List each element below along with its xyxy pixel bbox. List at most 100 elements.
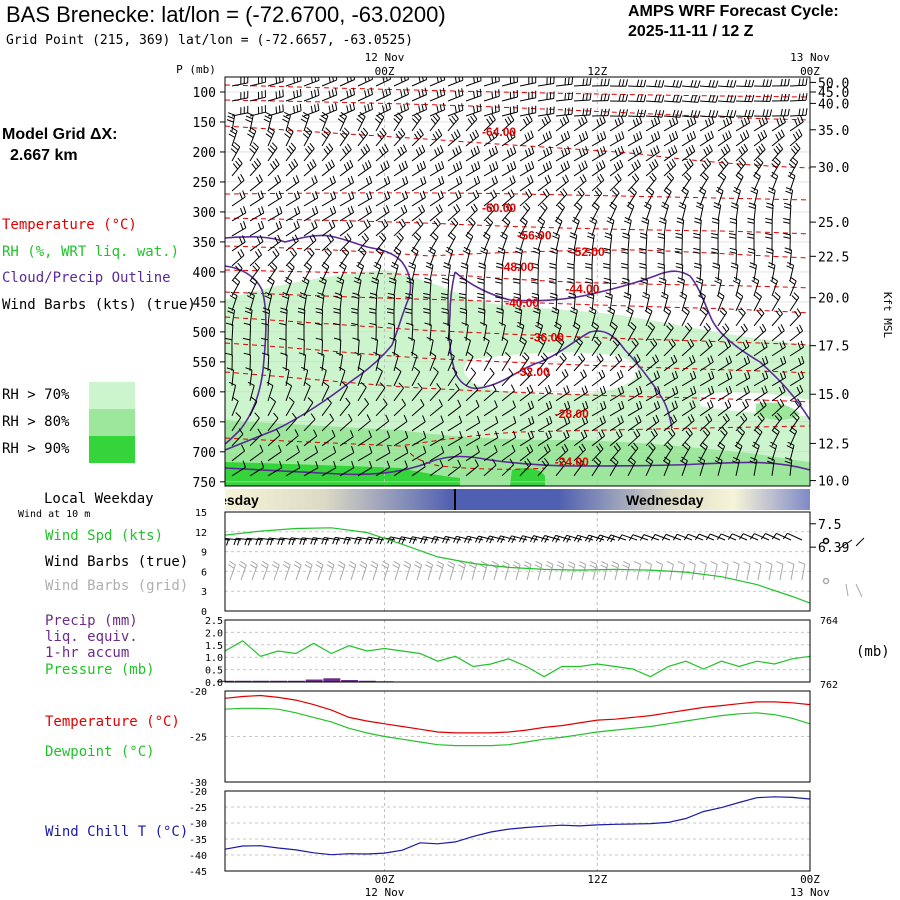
upper-wind-barb-flag (731, 262, 739, 266)
surface-barb-grid-flag (556, 564, 564, 569)
upper-wind-barb-flag (329, 233, 335, 241)
surface-barb-true-flag (288, 537, 292, 545)
surface-barb-grid-flag (578, 564, 586, 569)
surface-barb-grid (438, 564, 444, 581)
upper-wind-barb-flag (282, 292, 290, 296)
upper-wind-barb (717, 295, 725, 312)
upper-wind-barb-flag (777, 307, 783, 315)
upper-wind-barb-flag (386, 460, 391, 468)
surface-barb-true-flag (354, 537, 358, 544)
bottom-date-label: 12 Nov (365, 886, 405, 899)
surface-barb-grid (625, 564, 631, 581)
upper-wind-barb-flag (726, 372, 730, 380)
upper-wind-barb-flag (402, 144, 407, 152)
upper-wind-barb-flag (519, 220, 527, 226)
upper-wind-barb-flag (623, 295, 631, 300)
upper-wind-barb-flag (589, 306, 597, 311)
upper-wind-barb (555, 152, 571, 162)
upper-wind-barb-flag (297, 307, 305, 311)
upper-wind-barb-flag (568, 292, 576, 296)
upper-wind-barb-flag (563, 443, 569, 451)
upper-wind-barb (231, 433, 244, 447)
upper-wind-barb-flag (596, 187, 603, 194)
rh90-patch (510, 468, 545, 486)
upper-wind-barb (375, 452, 391, 462)
upper-wind-barb (393, 279, 397, 296)
cloud-outlines (225, 234, 810, 476)
bottom-date-label: 13 Nov (790, 886, 830, 899)
upper-wind-barb-flag (711, 233, 719, 236)
upper-wind-barb (447, 118, 459, 132)
upper-wind-barb (267, 147, 278, 162)
upper-wind-barb-flag (472, 191, 477, 199)
upper-wind-barb-flag (632, 119, 637, 127)
upper-wind-barb (735, 391, 750, 402)
upper-wind-barb-flag (589, 107, 592, 116)
upper-wind-barb (429, 94, 445, 102)
legend-precip-accum: 1-hr accum (45, 645, 130, 661)
upper-wind-barb (303, 402, 314, 417)
surface-barb-true-flag (453, 536, 457, 543)
upper-wind-barb-flag (257, 248, 263, 256)
upper-wind-barb-flag (654, 117, 658, 125)
upper-wind-barb-flag (761, 342, 765, 349)
upper-wind-barb-flag (652, 338, 658, 345)
upper-wind-barb (357, 355, 362, 371)
upper-wind-barb-flag (559, 119, 564, 126)
upper-wind-barb-flag (615, 134, 619, 142)
upper-wind-barb-flag (699, 291, 706, 297)
upper-wind-barb-flag (545, 132, 550, 140)
upper-wind-barb-flag (318, 280, 326, 285)
upper-wind-barb (753, 176, 761, 192)
upper-wind-barb-flag (232, 163, 239, 170)
upper-wind-barb-flag (778, 143, 784, 150)
surface-barb-grid (262, 564, 269, 581)
upper-wind-barb-flag (791, 295, 798, 301)
upper-wind-barb-flag (534, 235, 542, 240)
upper-wind-barb (501, 81, 518, 87)
upper-wind-barb-flag (596, 149, 601, 157)
upper-wind-barb-flag (654, 79, 658, 87)
upper-wind-barb-flag (759, 401, 764, 408)
upper-wind-barb-flag (767, 265, 775, 270)
upper-wind-barb-flag (693, 236, 701, 239)
upper-wind-barb-flag (769, 79, 773, 87)
upper-wind-barb-flag (421, 88, 424, 97)
upper-wind-barb-flag (242, 235, 246, 243)
upper-wind-barb (555, 422, 571, 432)
precip-tick-label: 0.0 (205, 678, 223, 689)
upper-wind-barb (537, 83, 554, 87)
upper-wind-barb-flag (668, 340, 674, 348)
upper-wind-barb (303, 148, 315, 162)
upper-wind-barb-flag (396, 235, 402, 242)
upper-wind-barb-flag (328, 161, 333, 169)
upper-wind-barb (573, 391, 588, 402)
upper-wind-barb-flag (461, 262, 469, 266)
upper-wind-barb-flag (333, 460, 337, 468)
upper-wind-barb (753, 162, 764, 177)
surface-barb-grid-flag (326, 564, 334, 569)
upper-wind-barb-flag (376, 366, 383, 372)
upper-wind-barb (771, 249, 774, 266)
upper-wind-barb (663, 115, 680, 118)
temperature-gridlines (225, 691, 810, 782)
upper-wind-barb-flag (326, 236, 332, 243)
upper-wind-barb-flag (415, 232, 422, 238)
upper-wind-barb-flag (596, 164, 600, 172)
upper-wind-barb-flag (776, 119, 780, 127)
upper-wind-barb-flag (546, 417, 550, 425)
upper-wind-barb (519, 450, 534, 462)
wind-chill-panel: -20-25-30-35-40-45 (189, 787, 811, 878)
upper-wind-barb (663, 295, 669, 312)
upper-wind-barb-flag (304, 265, 311, 271)
upper-wind-barb-flag (445, 336, 453, 341)
upper-wind-barb-flag (761, 323, 767, 331)
cloud-outline-lower (225, 455, 810, 476)
upper-wind-barb (555, 436, 570, 447)
surface-barb-true-flag (357, 537, 362, 545)
upper-wind-barb-flag (557, 205, 564, 211)
upper-wind-barb (483, 406, 498, 417)
upper-wind-barb-flag (423, 445, 427, 453)
upper-wind-barbs (225, 77, 808, 477)
